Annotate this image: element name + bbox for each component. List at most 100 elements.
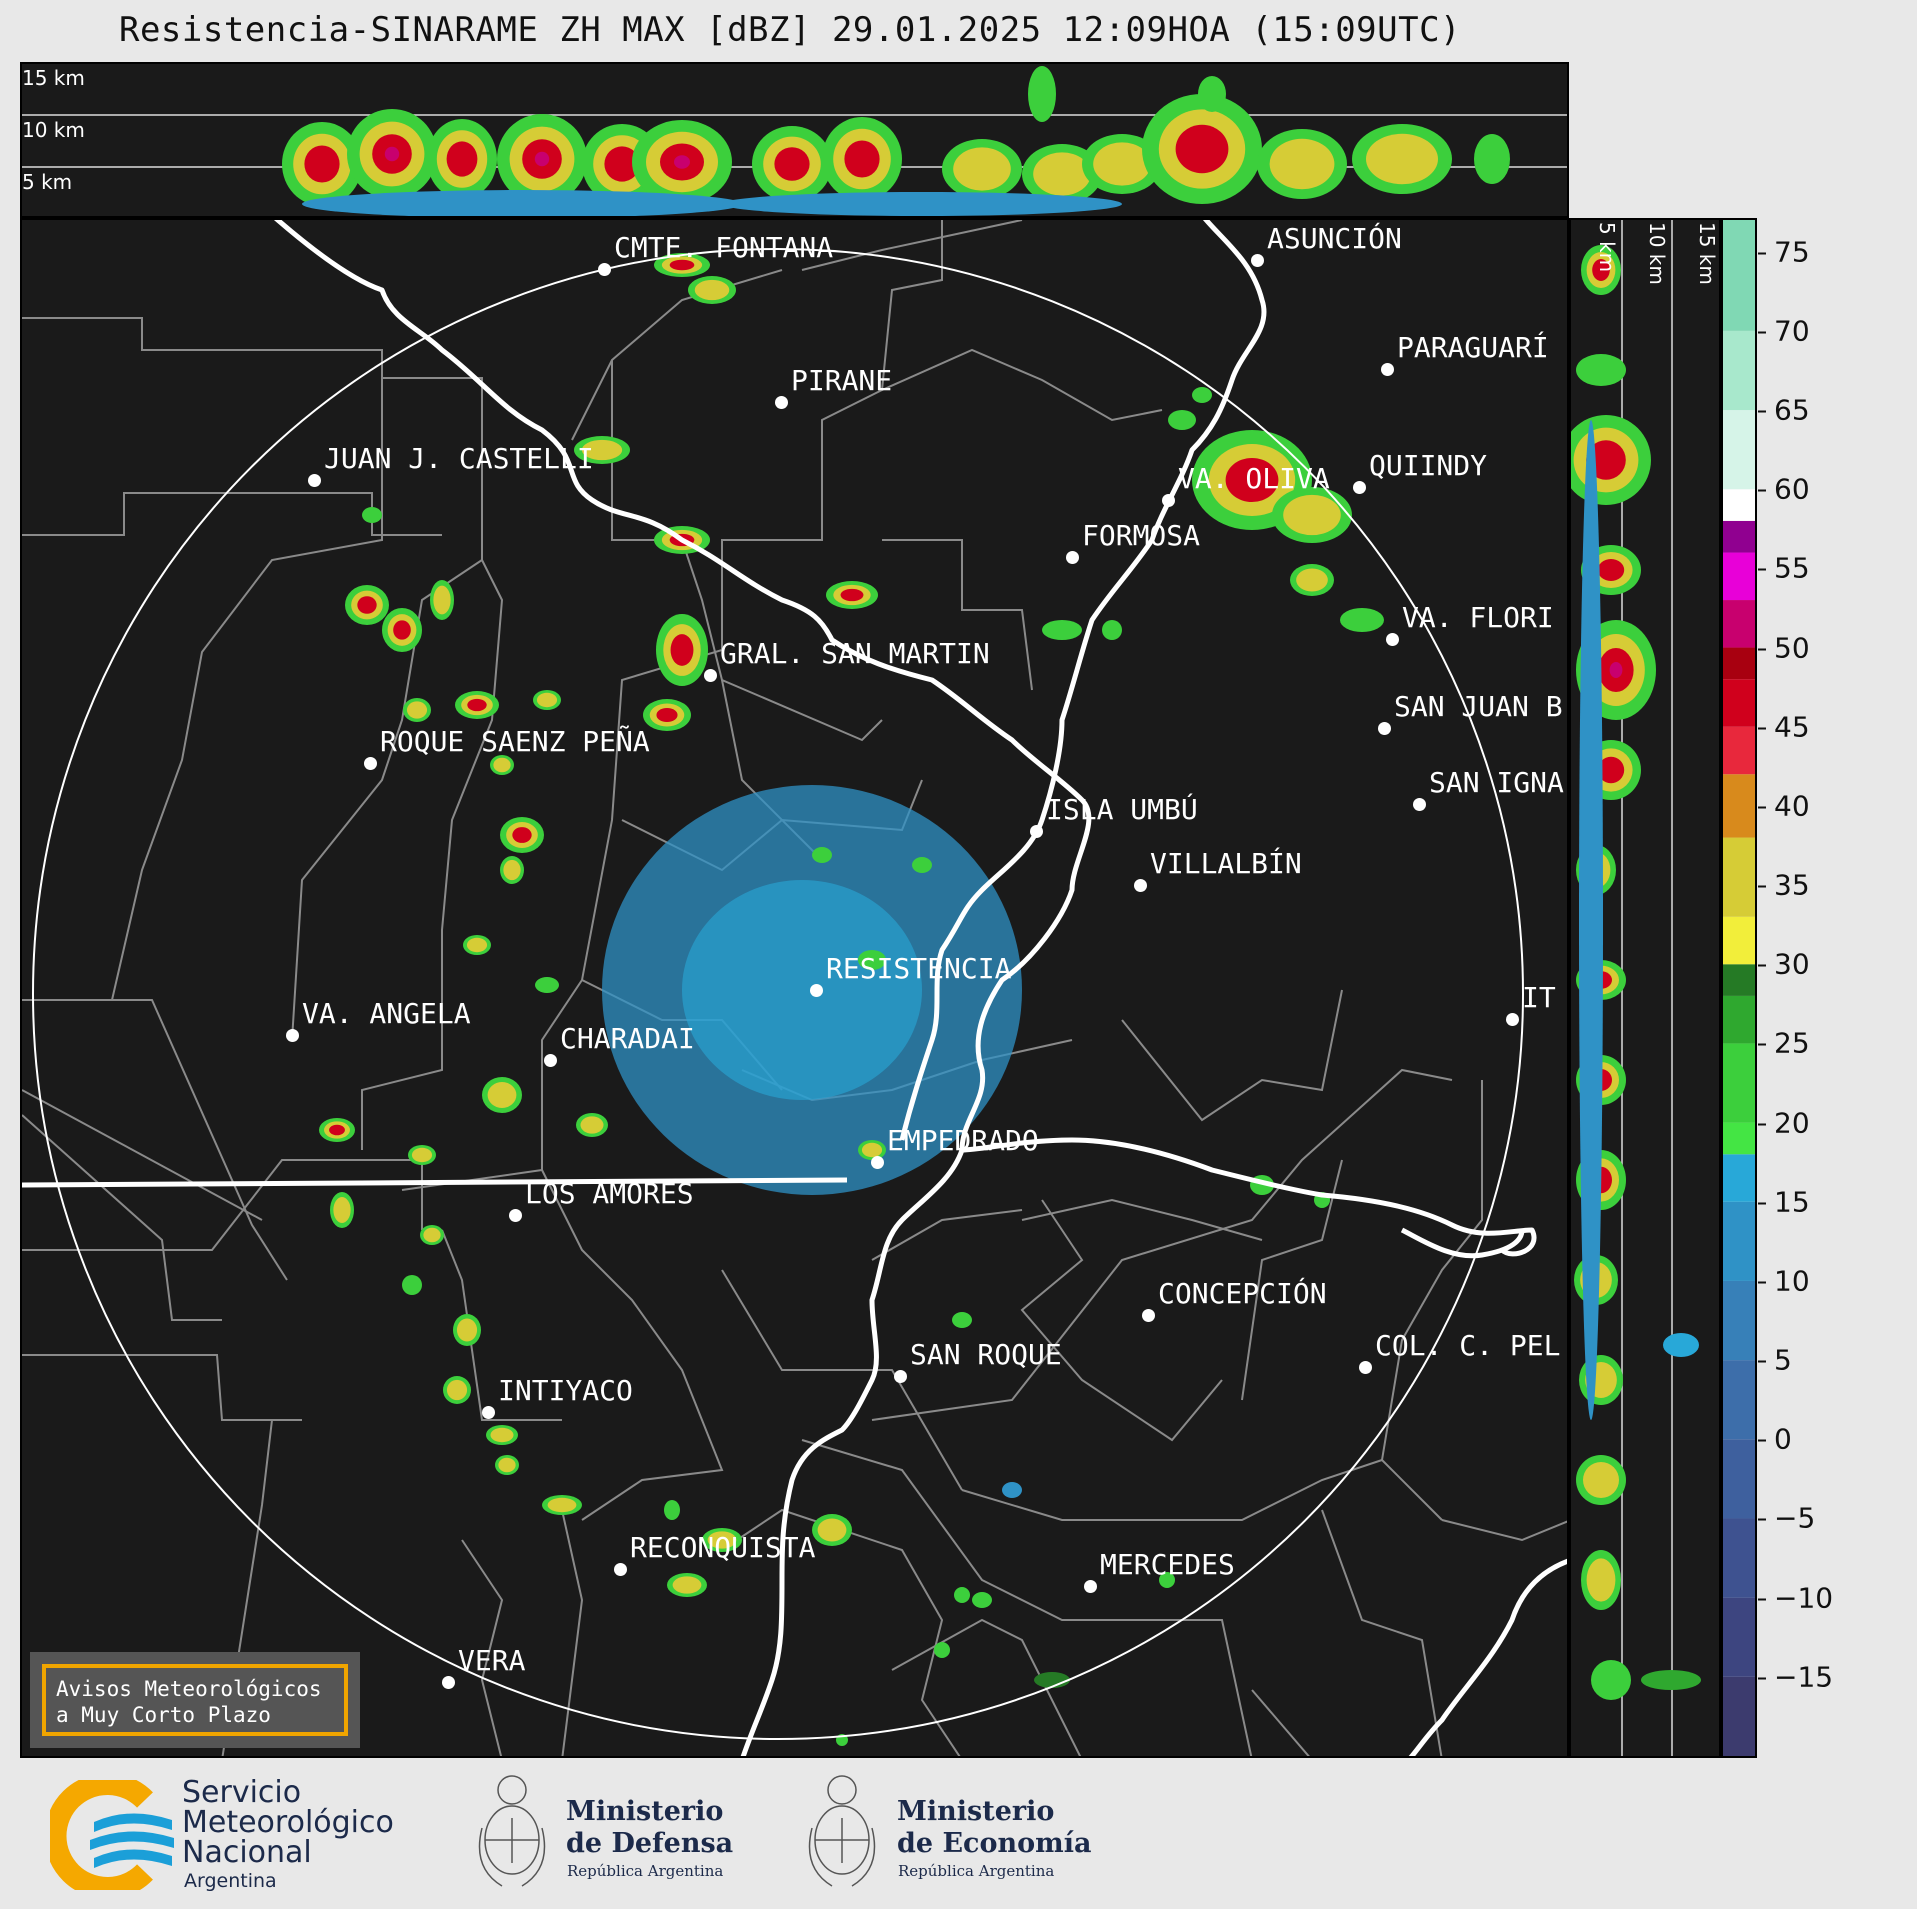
echo-cell: [446, 141, 478, 177]
echo-cell: [302, 190, 742, 216]
economia-line-1: Ministerio: [897, 1796, 1055, 1827]
reflectivity-colorbar: [1721, 218, 1757, 1758]
side-cross-section-panel: 5 km 10 km 15 km: [1569, 218, 1721, 1758]
colorbar-band: [1723, 552, 1755, 601]
echo-cell: [707, 1531, 737, 1549]
city-label: VA. FLORI: [1402, 601, 1554, 634]
echo-cell: [858, 950, 886, 970]
smn-line-1: Servicio: [182, 1775, 302, 1810]
echo-cell: [1586, 1558, 1616, 1602]
footer-logos: Servicio Meteorológico Nacional Argentin…: [0, 1758, 1917, 1909]
echo-cell: [1269, 138, 1335, 190]
city-label: MERCEDES: [1100, 1548, 1235, 1581]
colorbar-tick: 65: [1758, 394, 1810, 427]
city-label: VA. OLIVA: [1178, 462, 1330, 495]
city-label: ISLA UMBÚ: [1046, 793, 1198, 826]
echo-cell: [972, 1592, 992, 1608]
city-dot-icon: [810, 984, 823, 997]
city-label: EMPEDRADO: [887, 1124, 1039, 1157]
colorbar-tick: 70: [1758, 314, 1810, 347]
city-dot-icon: [1066, 551, 1079, 564]
city-dot-icon: [286, 1029, 299, 1042]
altitude-label-10km: 10 km: [22, 118, 85, 142]
echo-cell: [656, 707, 678, 723]
colorbar-tick-labels: 75 70 65 60 55 50 45 40 35 30 25 20 15 10 5 0 −5 −10 −15: [1758, 218, 1908, 1758]
city-dot-icon: [598, 263, 611, 276]
colorbar-tick: −10: [1758, 1581, 1833, 1614]
city-label: CMTE. FONTANA: [614, 231, 834, 264]
top-cross-section-panel: 15 km 10 km 5 km: [20, 62, 1569, 218]
echo-cell: [1225, 458, 1279, 502]
city-dot-icon: [1162, 494, 1175, 507]
colorbar-band: [1723, 1043, 1755, 1123]
colorbar-band: [1723, 520, 1755, 553]
city-dot-icon: [482, 1406, 495, 1419]
city-dot-icon: [1030, 825, 1043, 838]
city-dot-icon: [704, 669, 717, 682]
city-dot-icon: [364, 757, 377, 770]
smn-line-4: Argentina: [184, 1870, 277, 1892]
echo-cell: [1002, 1482, 1022, 1498]
colorbar-tick: 75: [1758, 235, 1810, 268]
echo-cell: [535, 977, 559, 993]
echo-cell: [1168, 410, 1196, 430]
city-dot-icon: [1359, 1361, 1372, 1374]
echo-cell: [604, 146, 640, 182]
echo-cell: [1591, 1660, 1631, 1700]
economia-line-3: República Argentina: [898, 1862, 1055, 1880]
city-dot-icon: [1134, 879, 1147, 892]
city-label: VILLALBÍN: [1150, 847, 1302, 880]
colorbar-band: [1723, 330, 1755, 411]
echo-cell: [1366, 133, 1438, 185]
colorbar-band: [1723, 1280, 1755, 1361]
city-label: CHARADAI: [560, 1022, 695, 1055]
city-dot-icon: [614, 1563, 627, 1576]
echo-cell: [1576, 354, 1626, 386]
city-label: GRAL. SAN MARTIN: [720, 637, 990, 670]
side-altitude-label-5km: 5 km: [1595, 222, 1619, 273]
city-label: CONCEPCIÓN: [1158, 1277, 1327, 1310]
echo-cell: [1033, 152, 1091, 196]
echo-cell: [722, 192, 1122, 216]
echo-cell: [1042, 620, 1082, 640]
colorbar-tick: 45: [1758, 710, 1810, 743]
smn-line-3: Nacional: [182, 1835, 312, 1870]
range-ring: [32, 248, 1524, 1740]
colorbar-band: [1723, 995, 1755, 1044]
colorbar-band: [1723, 1518, 1755, 1598]
colorbar-band: [1723, 1597, 1755, 1677]
radar-map[interactable]: CMTE. FONTANA ASUNCIÓN PIRANE PARAGUARÍ JUAN…: [20, 218, 1569, 1758]
alert-box-border[interactable]: Avisos Meteorológicos a Muy Corto Plazo: [42, 1664, 348, 1736]
colorbar-band: [1723, 220, 1755, 331]
city-label: VERA: [458, 1644, 526, 1677]
city-dot-icon: [1386, 633, 1399, 646]
city-label: FORMOSA: [1082, 519, 1201, 552]
colorbar-tick: −15: [1758, 1660, 1833, 1693]
city-label: VA. ANGELA: [302, 997, 471, 1030]
alert-box[interactable]: Avisos Meteorológicos a Muy Corto Plazo: [30, 1652, 360, 1748]
colorbar-band: [1723, 916, 1755, 965]
coat-of-arms-icon: [802, 1768, 882, 1898]
defensa-line-1: Ministerio: [566, 1796, 724, 1827]
echo-cell: [333, 1197, 351, 1223]
echo-cell: [433, 585, 451, 615]
city-dot-icon: [308, 474, 321, 487]
echo-cell: [812, 847, 832, 863]
echo-cell: [402, 1275, 422, 1295]
echo-cell: [490, 1427, 514, 1443]
echo-cell: [1597, 756, 1625, 784]
echo-cell: [547, 1497, 577, 1513]
echo-cell: [304, 145, 340, 183]
colorbar-band: [1723, 410, 1755, 490]
colorbar-band: [1723, 1122, 1755, 1155]
smn-logo: [44, 1773, 180, 1899]
echo-cell: [669, 259, 695, 271]
defensa-line-2: de Defensa: [566, 1828, 734, 1859]
colorbar-band: [1723, 489, 1755, 521]
echo-cell: [329, 1124, 345, 1136]
colorbar-tick: 30: [1758, 948, 1810, 981]
echo-cell: [1283, 494, 1341, 536]
echo-cell: [1159, 1572, 1175, 1588]
river-borders: [22, 220, 1567, 1756]
echo-cell: [512, 827, 532, 843]
